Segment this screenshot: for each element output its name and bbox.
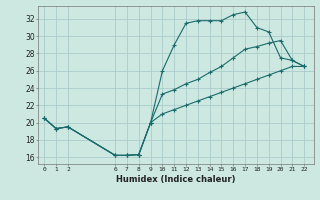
X-axis label: Humidex (Indice chaleur): Humidex (Indice chaleur) [116, 175, 236, 184]
